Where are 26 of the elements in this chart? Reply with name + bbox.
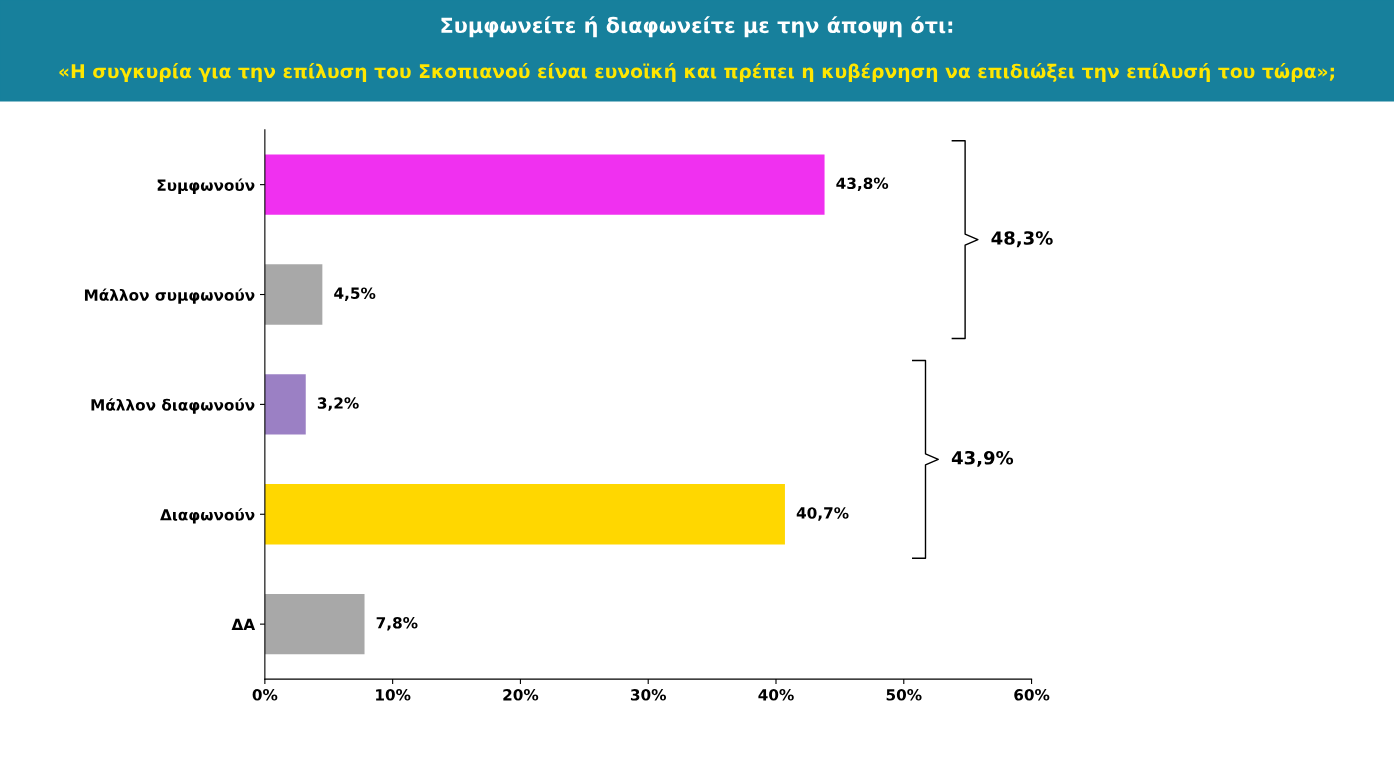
x-tick-label: 0% xyxy=(252,689,278,701)
data-label: 7,8% xyxy=(376,617,418,631)
x-tick-label: 60% xyxy=(1014,689,1050,701)
bar xyxy=(264,374,306,435)
bar xyxy=(264,154,825,215)
annotation: 43,9% xyxy=(951,450,1014,467)
chart-subtitle: «Η συγκυρία για την επίλυση του Σκοπιανού είναι ευνοϊκή και πρέπει η κυβέρνηση να επιδιώξει την επίλυσή του τώρα»; xyxy=(59,63,1334,82)
y-tick-label: Μάλλον διαφωνούν xyxy=(91,398,255,414)
y-tick-label: ΔΑ xyxy=(231,618,256,630)
data-label: 4,5% xyxy=(334,287,376,301)
y-tick-label: Μάλλον συμφωνούν xyxy=(84,288,255,304)
x-tick-label: 10% xyxy=(376,689,411,701)
data-label: 40,7% xyxy=(796,507,849,521)
x-tick-label: 20% xyxy=(503,689,539,701)
x-tick-label: 40% xyxy=(758,689,794,701)
data-label: 43,8% xyxy=(836,177,889,192)
data-label: 3,2% xyxy=(317,397,359,411)
bar xyxy=(264,264,323,325)
x-tick-label: 50% xyxy=(886,689,922,701)
bar xyxy=(264,484,785,545)
y-tick-label: Διαφωνούν xyxy=(160,508,255,524)
x-tick-label: 30% xyxy=(630,689,667,701)
bar xyxy=(264,593,365,655)
chart-title: Συμφωνείτε ή διαφωνείτε με την άποψη ότι: xyxy=(441,16,953,38)
annotation: 48,3% xyxy=(991,231,1053,248)
y-tick-label: Συμφωνούν xyxy=(157,178,255,194)
